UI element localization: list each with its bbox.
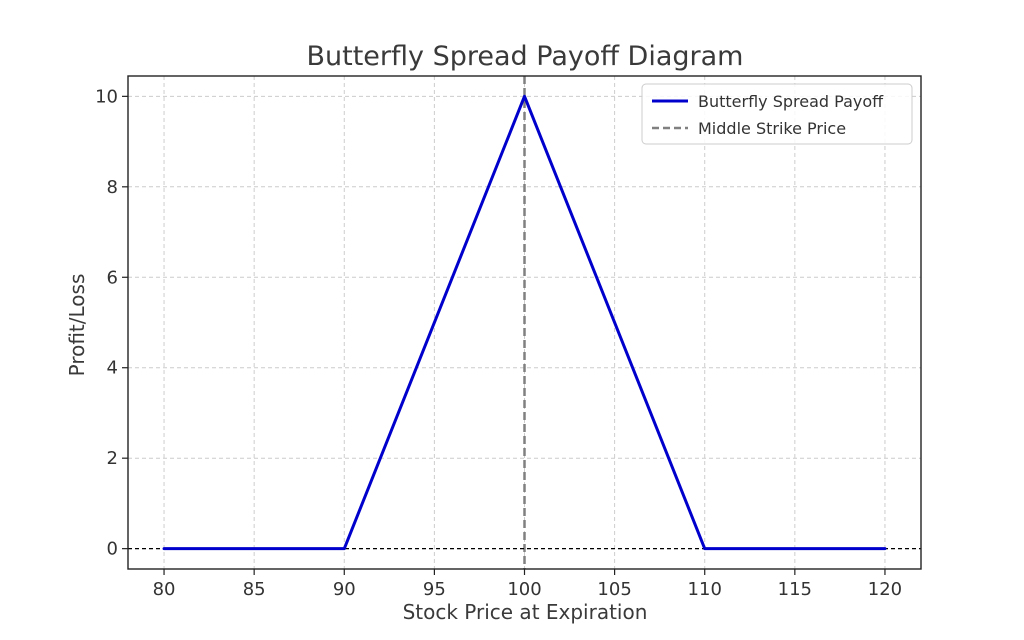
x-tick-label: 120 (868, 579, 902, 600)
y-tick-label: 10 (95, 86, 118, 107)
y-tick-label: 8 (107, 177, 118, 198)
axis-ticks: 80 85 90 95 100 105 110 115 120 0 2 4 6 8 10 (95, 86, 902, 600)
x-tick-label: 105 (597, 579, 631, 600)
x-tick-label: 115 (778, 579, 812, 600)
legend-label-middle-strike: Middle Strike Price (698, 119, 846, 138)
x-tick-label: 95 (423, 579, 446, 600)
y-tick-label: 0 (107, 539, 118, 560)
x-tick-label: 80 (153, 579, 176, 600)
x-axis-label: Stock Price at Expiration (403, 600, 648, 624)
reference-lines (128, 76, 921, 569)
y-axis-label: Profit/Loss (65, 274, 89, 377)
chart-title: Butterfly Spread Payoff Diagram (307, 41, 744, 72)
y-tick-label: 2 (107, 448, 118, 469)
legend: Butterfly Spread Payoff Middle Strike Pr… (641, 83, 913, 145)
x-tick-label: 110 (688, 579, 722, 600)
legend-box (641, 83, 913, 145)
legend-label-payoff: Butterfly Spread Payoff (698, 92, 884, 111)
y-tick-label: 6 (107, 267, 118, 288)
series-lines (162, 94, 887, 551)
x-tick-label: 100 (507, 579, 541, 600)
y-tick-label: 4 (107, 358, 118, 379)
x-tick-label: 90 (333, 579, 356, 600)
payoff-line (162, 94, 887, 551)
x-tick-label: 85 (243, 579, 266, 600)
